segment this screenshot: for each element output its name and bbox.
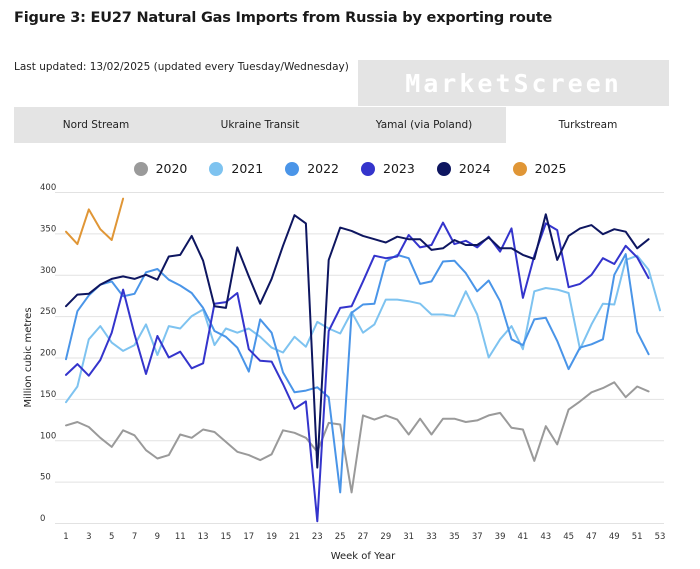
x-tick-label: 53	[655, 532, 666, 542]
x-tick-label: 49	[609, 532, 620, 542]
route-tabs: Nord Stream Ukraine Transit Yamal (via P…	[14, 107, 670, 143]
x-tick-label: 37	[472, 532, 483, 542]
series-line-2024	[65, 213, 650, 469]
x-tick-label: 7	[132, 532, 137, 542]
x-tick-label: 27	[358, 532, 369, 542]
tab-ukraine-transit[interactable]: Ukraine Transit	[178, 107, 342, 143]
x-tick-label: 21	[289, 532, 300, 542]
legend-label: 2023	[383, 161, 415, 176]
x-tick-label: 41	[518, 532, 529, 542]
legend-marker-2025	[512, 161, 527, 176]
legend-item-2020[interactable]: 2020	[133, 161, 188, 176]
x-tick-label: 29	[380, 532, 391, 542]
x-tick-label: 43	[540, 532, 551, 542]
marketscreen-logo: MarketScreen	[405, 68, 622, 98]
legend-label: 2024	[458, 161, 491, 176]
x-tick-label: 1	[63, 532, 68, 542]
series-line-2022	[65, 253, 650, 494]
chart-legend: 2020 2021 2022 2023 2024 2025	[0, 161, 700, 176]
y-tick-label: 400	[40, 183, 56, 193]
logo-banner: MarketScreen	[358, 60, 669, 106]
legend-marker-2021	[209, 161, 224, 176]
y-tick-label: 100	[40, 431, 56, 441]
tab-label: Yamal (via Poland)	[375, 119, 473, 131]
tab-turkstream[interactable]: Turkstream	[506, 107, 670, 143]
legend-label: 2020	[155, 161, 188, 176]
x-axis-title: Week of Year	[331, 551, 396, 562]
x-tick-label: 3	[86, 532, 91, 542]
x-tick-label: 45	[563, 532, 574, 542]
last-updated-note: Last updated: 13/02/2025 (updated every …	[14, 61, 349, 73]
legend-label: 2021	[231, 161, 264, 176]
tab-yamal[interactable]: Yamal (via Poland)	[342, 107, 506, 143]
y-tick-label: 50	[40, 473, 51, 483]
x-tick-label: 35	[449, 532, 460, 542]
tab-label: Turkstream	[558, 119, 618, 131]
x-tick-label: 51	[632, 532, 643, 542]
figure-title: Figure 3: EU27 Natural Gas Imports from …	[14, 10, 553, 26]
x-tick-label: 47	[586, 532, 597, 542]
x-tick-label: 23	[312, 532, 323, 542]
y-tick-label: 200	[40, 349, 56, 359]
x-tick-label: 9	[155, 532, 160, 542]
y-tick-label: 250	[40, 307, 56, 317]
legend-item-2024[interactable]: 2024	[436, 161, 491, 176]
series-line-2025	[65, 197, 125, 246]
legend-marker-2020	[133, 161, 148, 176]
x-tick-label: 25	[335, 532, 346, 542]
x-tick-label: 39	[495, 532, 506, 542]
y-tick-label: 350	[40, 224, 56, 234]
legend-item-2025[interactable]: 2025	[512, 161, 567, 176]
series-line-2023	[65, 221, 650, 523]
y-axis-title: Million cubic metres	[23, 307, 34, 407]
legend-label: 2022	[307, 161, 339, 176]
legend-item-2023[interactable]: 2023	[361, 161, 415, 176]
x-tick-label: 5	[109, 532, 114, 542]
legend-item-2022[interactable]: 2022	[285, 161, 339, 176]
y-tick-label: 300	[40, 266, 56, 276]
x-tick-label: 31	[403, 532, 414, 542]
x-tick-label: 19	[266, 532, 277, 542]
legend-marker-2024	[436, 161, 451, 176]
x-tick-label: 17	[243, 532, 254, 542]
series-line-2020	[65, 381, 650, 494]
x-tick-label: 33	[426, 532, 437, 542]
series-line-2021	[65, 254, 661, 404]
x-tick-label: 11	[175, 532, 186, 542]
tab-nord-stream[interactable]: Nord Stream	[14, 107, 178, 143]
x-tick-label: 13	[198, 532, 209, 542]
y-tick-label: 0	[40, 514, 45, 524]
tab-label: Nord Stream	[62, 119, 130, 131]
tab-label: Ukraine Transit	[220, 119, 300, 131]
x-tick-label: 15	[221, 532, 232, 542]
legend-label: 2025	[534, 161, 567, 176]
legend-marker-2022	[285, 161, 300, 176]
legend-marker-2023	[361, 161, 375, 176]
legend-item-2021[interactable]: 2021	[209, 161, 263, 176]
y-tick-label: 150	[40, 390, 56, 400]
